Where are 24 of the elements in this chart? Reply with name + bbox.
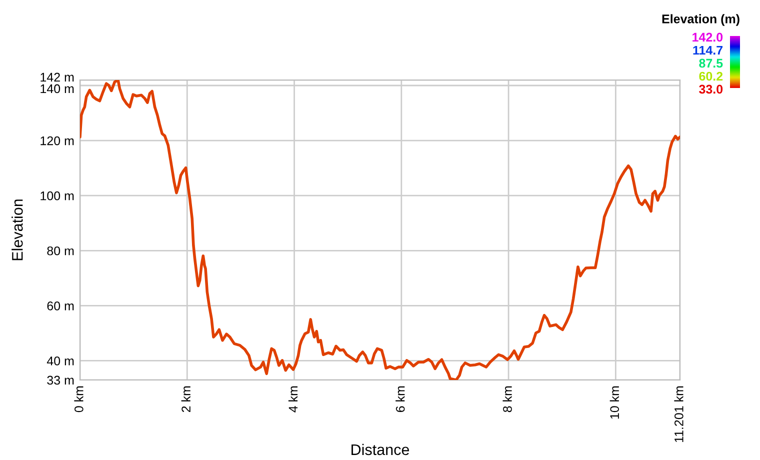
x-tick-label: 8 km bbox=[502, 386, 512, 412]
x-tick-label: 11.201 km bbox=[674, 386, 684, 442]
x-tick-label: 0 km bbox=[74, 386, 84, 412]
color-bar-label: 33.0 bbox=[699, 84, 723, 94]
line-series bbox=[80, 80, 680, 380]
color-bar-label: 60.2 bbox=[699, 72, 723, 81]
y-tick-label: 60 m bbox=[47, 301, 74, 310]
x-tick-label: 10 km bbox=[610, 386, 620, 419]
x-tick-label: 6 km bbox=[396, 386, 405, 412]
y-tick-label: 40 m bbox=[46, 356, 74, 366]
y-axis-title: Elevation bbox=[12, 200, 23, 260]
x-axis-title: Distance bbox=[352, 444, 410, 456]
y-tick-label: 100 m bbox=[40, 191, 74, 200]
color-bar-label: 142.0 bbox=[692, 32, 723, 42]
x-tick-label: 4 km bbox=[288, 386, 298, 412]
color-bar-label: 87.5 bbox=[699, 58, 723, 68]
color-bar-title: Elevation (m) bbox=[662, 14, 740, 26]
y-tick-label: 142 m bbox=[40, 72, 74, 82]
color-bar-label: 114.7 bbox=[693, 46, 723, 55]
y-tick-label: 120 m bbox=[40, 136, 74, 146]
y-tick-label: 140 m bbox=[40, 84, 74, 94]
y-tick-label: 80 m bbox=[47, 246, 74, 256]
y-tick-label: 33 m bbox=[47, 376, 74, 385]
x-tick-label: 2 km bbox=[181, 386, 190, 412]
